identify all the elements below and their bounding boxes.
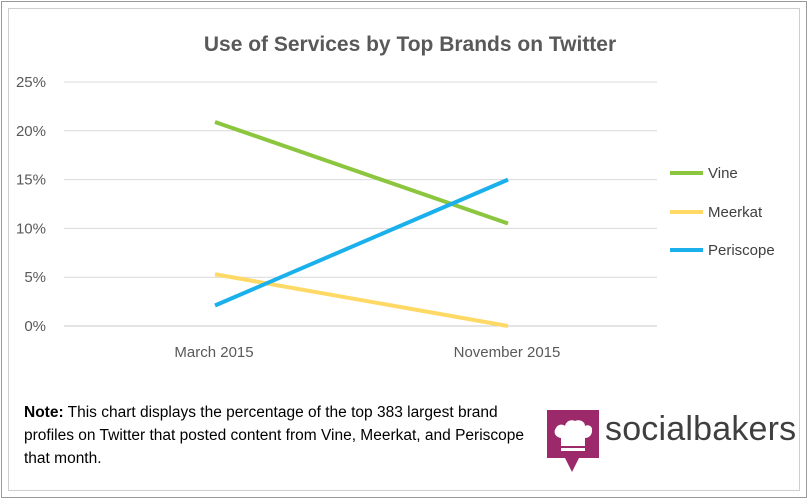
chart-inner-border <box>8 8 800 491</box>
series-lines <box>214 120 509 328</box>
x-axis-ticks: March 2015 November 2015 <box>174 344 560 361</box>
x-tick-label: November 2015 <box>454 344 561 361</box>
chart-title: Use of Services by Top Brands on Twitter <box>204 33 616 56</box>
y-tick-label: 10% <box>16 220 46 237</box>
series-line-vine <box>214 120 509 226</box>
legend: Vine Meerkat Periscope <box>670 165 775 259</box>
legend-label-periscope: Periscope <box>708 242 775 259</box>
y-axis-ticks: 0% 5% 10% 15% 20% 25% <box>16 74 46 335</box>
note-text: This chart displays the percentage of th… <box>24 404 525 467</box>
gridlines <box>64 81 657 327</box>
note-label: Note: <box>24 404 64 421</box>
chef-hat-speech-bubble-icon <box>547 410 599 472</box>
y-tick-label: 15% <box>16 172 46 189</box>
x-tick-label: March 2015 <box>174 344 253 361</box>
y-tick-label: 25% <box>16 74 46 91</box>
brand-name: socialbakers <box>605 410 797 448</box>
y-tick-label: 20% <box>16 123 46 140</box>
y-tick-label: 5% <box>24 269 46 286</box>
series-line-periscope <box>214 177 509 308</box>
legend-label-meerkat: Meerkat <box>708 204 763 221</box>
legend-label-vine: Vine <box>708 165 738 182</box>
series-line-meerkat <box>214 272 509 328</box>
y-tick-label: 0% <box>24 318 46 335</box>
chart-note: Note: This chart displays the percentage… <box>24 401 524 470</box>
